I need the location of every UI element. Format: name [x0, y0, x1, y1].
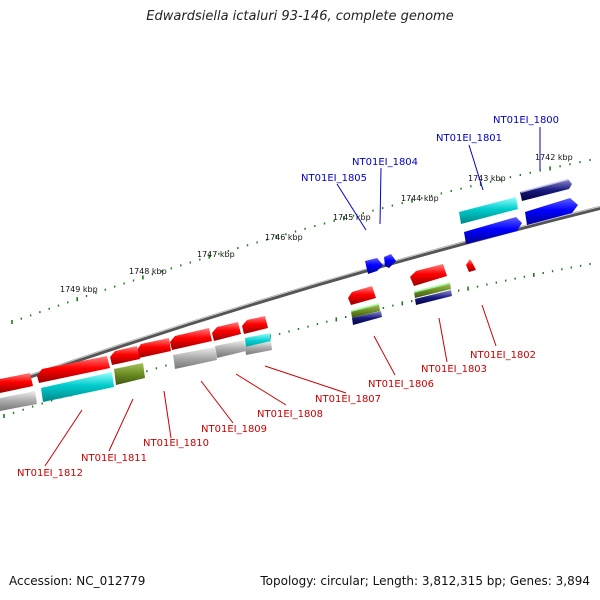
reverse-leader-lines	[44, 304, 497, 467]
label-nt01ei-1809[interactable]: NT01EI_1809	[201, 424, 267, 435]
accession-text: Accession: NC_012779	[9, 574, 146, 588]
kbp-label-1748: 1748 kbp	[129, 267, 167, 276]
label-nt01ei-1803[interactable]: NT01EI_1803	[421, 364, 487, 375]
feature-nt01ei-1806[interactable]	[348, 286, 376, 305]
label-nt01ei-1800[interactable]: NT01EI_1800	[493, 115, 559, 126]
outer-tick-ring	[11, 159, 591, 324]
label-nt01ei-1807[interactable]: NT01EI_1807	[315, 394, 381, 405]
label-nt01ei-1808[interactable]: NT01EI_1808	[257, 409, 323, 420]
forward-leader-lines	[336, 127, 541, 231]
feature-nt01ei-1809[interactable]	[170, 328, 212, 350]
feature-left-edge[interactable]	[0, 373, 37, 411]
feature-nt01ei-1803-track-b[interactable]	[415, 290, 452, 305]
feature-nt01ei-1801-track[interactable]	[459, 197, 518, 224]
label-nt01ei-1806[interactable]: NT01EI_1806	[368, 379, 434, 390]
feature-nt01ei-1802[interactable]	[466, 259, 476, 272]
label-nt01ei-1805[interactable]: NT01EI_1805	[301, 173, 367, 184]
topology-text: Topology: circular; Length: 3,812,315 bp…	[260, 574, 590, 588]
feature-nt01ei-1806-track-a[interactable]	[351, 303, 380, 318]
feature-nt01ei-1808-track[interactable]	[215, 340, 246, 358]
kbp-label-1749: 1749 kbp	[60, 285, 98, 294]
feature-nt01ei-1812[interactable]	[37, 356, 110, 383]
label-nt01ei-1801[interactable]: NT01EI_1801	[436, 133, 502, 144]
kbp-label-1743: 1743 kbp	[468, 174, 506, 183]
feature-nt01ei-1807[interactable]	[242, 316, 268, 334]
feature-nt01ei-1804[interactable]	[384, 254, 396, 268]
feature-nt01ei-1811-track[interactable]	[114, 363, 145, 385]
feature-nt01ei-1805[interactable]	[365, 258, 383, 274]
label-nt01ei-1810[interactable]: NT01EI_1810	[143, 438, 209, 449]
kbp-label-1742: 1742 kbp	[535, 153, 573, 162]
map-title: Edwardsiella ictaluri 93-146, complete g…	[146, 9, 454, 24]
feature-nt01ei-1811[interactable]	[110, 346, 140, 365]
feature-nt01ei-1803-track-a[interactable]	[414, 282, 451, 298]
feature-nt01ei-1809-track[interactable]	[173, 347, 217, 369]
kbp-label-1746: 1746 kbp	[265, 233, 303, 242]
label-nt01ei-1802[interactable]: NT01EI_1802	[470, 350, 536, 361]
kbp-label-1747: 1747 kbp	[197, 250, 235, 259]
feature-nt01ei-1801[interactable]	[464, 217, 522, 244]
kbp-label-1744: 1744 kbp	[401, 194, 439, 203]
feature-nt01ei-1803[interactable]	[410, 264, 447, 286]
feature-nt01ei-1808[interactable]	[212, 322, 241, 341]
label-nt01ei-1804[interactable]: NT01EI_1804	[352, 157, 418, 168]
feature-nt01ei-1810[interactable]	[137, 338, 171, 358]
kbp-label-1745: 1745 kbp	[333, 213, 371, 222]
label-nt01ei-1812[interactable]: NT01EI_1812	[17, 468, 83, 479]
feature-nt01ei-1800[interactable]	[525, 198, 578, 225]
label-nt01ei-1811[interactable]: NT01EI_1811	[81, 453, 147, 464]
feature-nt01ei-1807-track[interactable]	[245, 333, 272, 355]
feature-nt01ei-1806-track-b[interactable]	[352, 311, 382, 325]
feature-nt01ei-1812-track[interactable]	[41, 372, 114, 402]
feature-nt01ei-1800-track[interactable]	[520, 178, 572, 201]
